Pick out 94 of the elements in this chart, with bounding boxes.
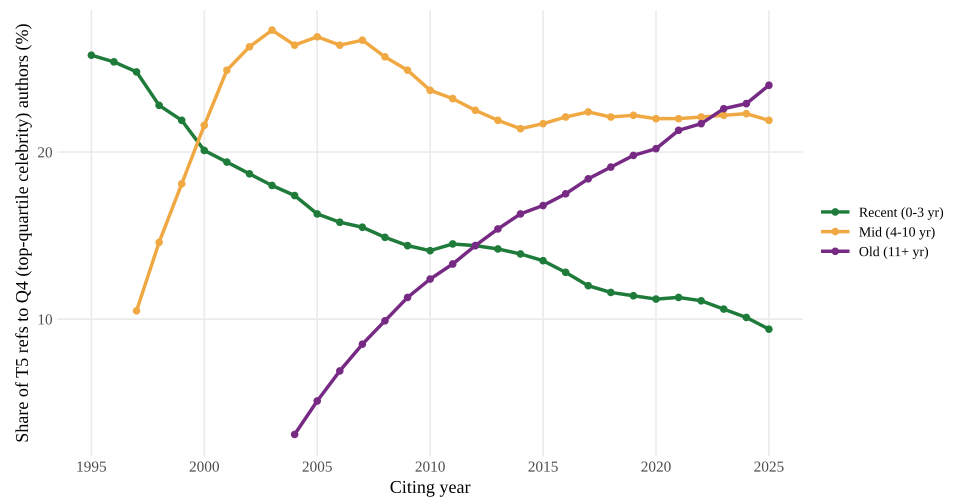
point [155, 101, 163, 110]
point [765, 81, 773, 90]
point [290, 41, 298, 49]
point [404, 294, 412, 302]
point [697, 113, 705, 121]
point [223, 158, 231, 166]
legend-label: Old (11+ yr) [859, 246, 928, 260]
y-tick-label: 20 [38, 147, 52, 158]
point [697, 296, 705, 305]
point [313, 32, 322, 41]
point [652, 114, 660, 122]
point [110, 58, 118, 66]
point [674, 126, 682, 134]
point [132, 68, 140, 76]
point [426, 86, 434, 94]
y-axis-title: Share of T5 refs to Q4 (top-quartile celebrity) authors (%) [15, 24, 32, 442]
point [426, 275, 434, 283]
point [539, 120, 547, 128]
point [313, 210, 322, 218]
point [516, 124, 524, 133]
point [132, 306, 140, 315]
point [223, 66, 231, 74]
x-tick-label: 2010 [416, 461, 445, 472]
point [358, 36, 366, 44]
point [742, 100, 750, 108]
point [630, 112, 638, 120]
x-axis-title: Citing year [390, 480, 470, 497]
point [607, 113, 615, 121]
point [313, 397, 322, 405]
point [448, 260, 457, 268]
point [652, 144, 660, 153]
x-tick-label: 1995 [77, 461, 106, 472]
point [336, 218, 344, 226]
point [584, 174, 592, 183]
x-tick-label: 2025 [754, 461, 784, 472]
point [381, 233, 389, 242]
point [494, 116, 502, 124]
point [336, 367, 344, 375]
point [607, 288, 615, 296]
point [178, 116, 186, 124]
point [381, 316, 389, 325]
point [426, 246, 434, 254]
y-tick-label: 10 [38, 314, 52, 325]
point [290, 192, 298, 200]
point [178, 180, 186, 188]
point [381, 53, 389, 61]
x-tick-label: 2015 [528, 461, 558, 472]
point [742, 314, 750, 322]
point [268, 26, 276, 34]
point [516, 210, 524, 218]
point [539, 256, 547, 264]
point [674, 114, 682, 122]
point [674, 294, 682, 302]
legend-label: Recent (0-3 yr) [859, 207, 944, 220]
point [155, 238, 163, 246]
point [562, 113, 570, 121]
point [200, 122, 208, 130]
point [720, 305, 728, 313]
point [336, 41, 344, 49]
x-tick-label: 2020 [641, 461, 671, 472]
point [448, 240, 457, 248]
point [246, 43, 254, 51]
point [562, 190, 570, 198]
point [268, 182, 276, 190]
point [516, 250, 524, 258]
point [358, 340, 366, 348]
point [246, 170, 254, 178]
point [494, 225, 502, 233]
point [742, 110, 750, 118]
point [765, 116, 773, 124]
legend-label: Mid (4-10 yr) [859, 226, 935, 240]
point [720, 112, 728, 120]
point [697, 120, 705, 128]
point [471, 106, 480, 114]
point [539, 202, 547, 210]
x-tick-label: 2000 [190, 461, 219, 472]
point [290, 430, 298, 438]
point [200, 146, 208, 154]
point [652, 295, 660, 303]
point [562, 268, 570, 276]
point [448, 94, 457, 102]
point [358, 223, 366, 232]
point [404, 242, 412, 250]
point [88, 51, 96, 60]
point [584, 282, 592, 290]
point [494, 245, 502, 253]
point [630, 292, 638, 300]
point [404, 66, 412, 74]
point [630, 152, 638, 160]
point [607, 163, 615, 171]
point [765, 325, 773, 333]
x-tick-label: 2005 [302, 461, 332, 472]
point [584, 108, 592, 116]
point [720, 104, 728, 112]
